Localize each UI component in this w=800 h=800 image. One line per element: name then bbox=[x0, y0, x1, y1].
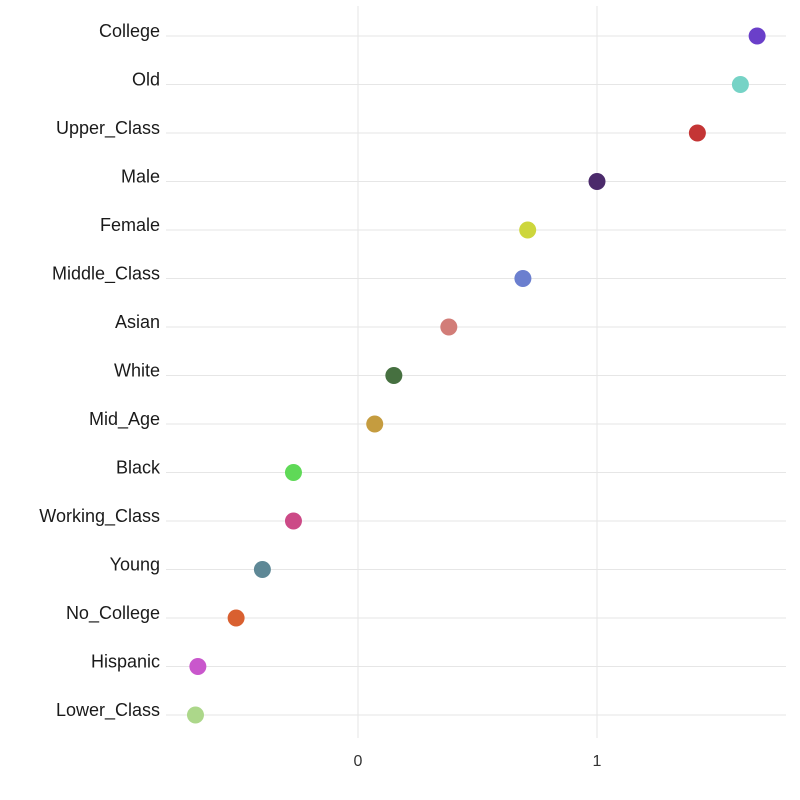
data-point bbox=[385, 367, 403, 384]
data-point bbox=[514, 270, 532, 287]
data-point bbox=[519, 221, 537, 239]
data-point bbox=[189, 658, 207, 675]
data-point bbox=[731, 76, 749, 93]
data-point bbox=[440, 318, 458, 336]
data-point bbox=[366, 415, 384, 433]
category-label: Middle_Class bbox=[52, 264, 160, 285]
data-point bbox=[186, 706, 204, 724]
data-point bbox=[284, 512, 302, 530]
category-label: Mid_Age bbox=[89, 409, 160, 430]
category-label: Working_Class bbox=[39, 506, 160, 527]
category-label: Lower_Class bbox=[56, 700, 160, 721]
category-label: Upper_Class bbox=[56, 118, 160, 139]
data-point bbox=[227, 609, 245, 627]
category-label: No_College bbox=[66, 603, 160, 624]
category-label: College bbox=[99, 21, 160, 41]
x-tick-label: 0 bbox=[354, 753, 363, 770]
data-point bbox=[748, 27, 766, 45]
category-label: Female bbox=[100, 215, 160, 235]
data-points bbox=[186, 27, 766, 724]
category-label: Asian bbox=[115, 312, 160, 332]
category-label: Hispanic bbox=[91, 652, 160, 672]
category-labels: College Old Upper_Class Male Female Middle_Cl… bbox=[39, 21, 161, 721]
category-label: Male bbox=[121, 167, 160, 187]
x-tick-label: 1 bbox=[593, 753, 602, 770]
grid-layer bbox=[166, 6, 786, 738]
category-label: Young bbox=[110, 555, 160, 575]
data-point bbox=[588, 173, 606, 190]
data-point bbox=[253, 561, 271, 578]
category-label: Black bbox=[116, 458, 161, 478]
category-label: White bbox=[114, 361, 160, 381]
data-point bbox=[688, 124, 706, 142]
data-point bbox=[284, 464, 302, 481]
category-label: Old bbox=[132, 70, 160, 90]
